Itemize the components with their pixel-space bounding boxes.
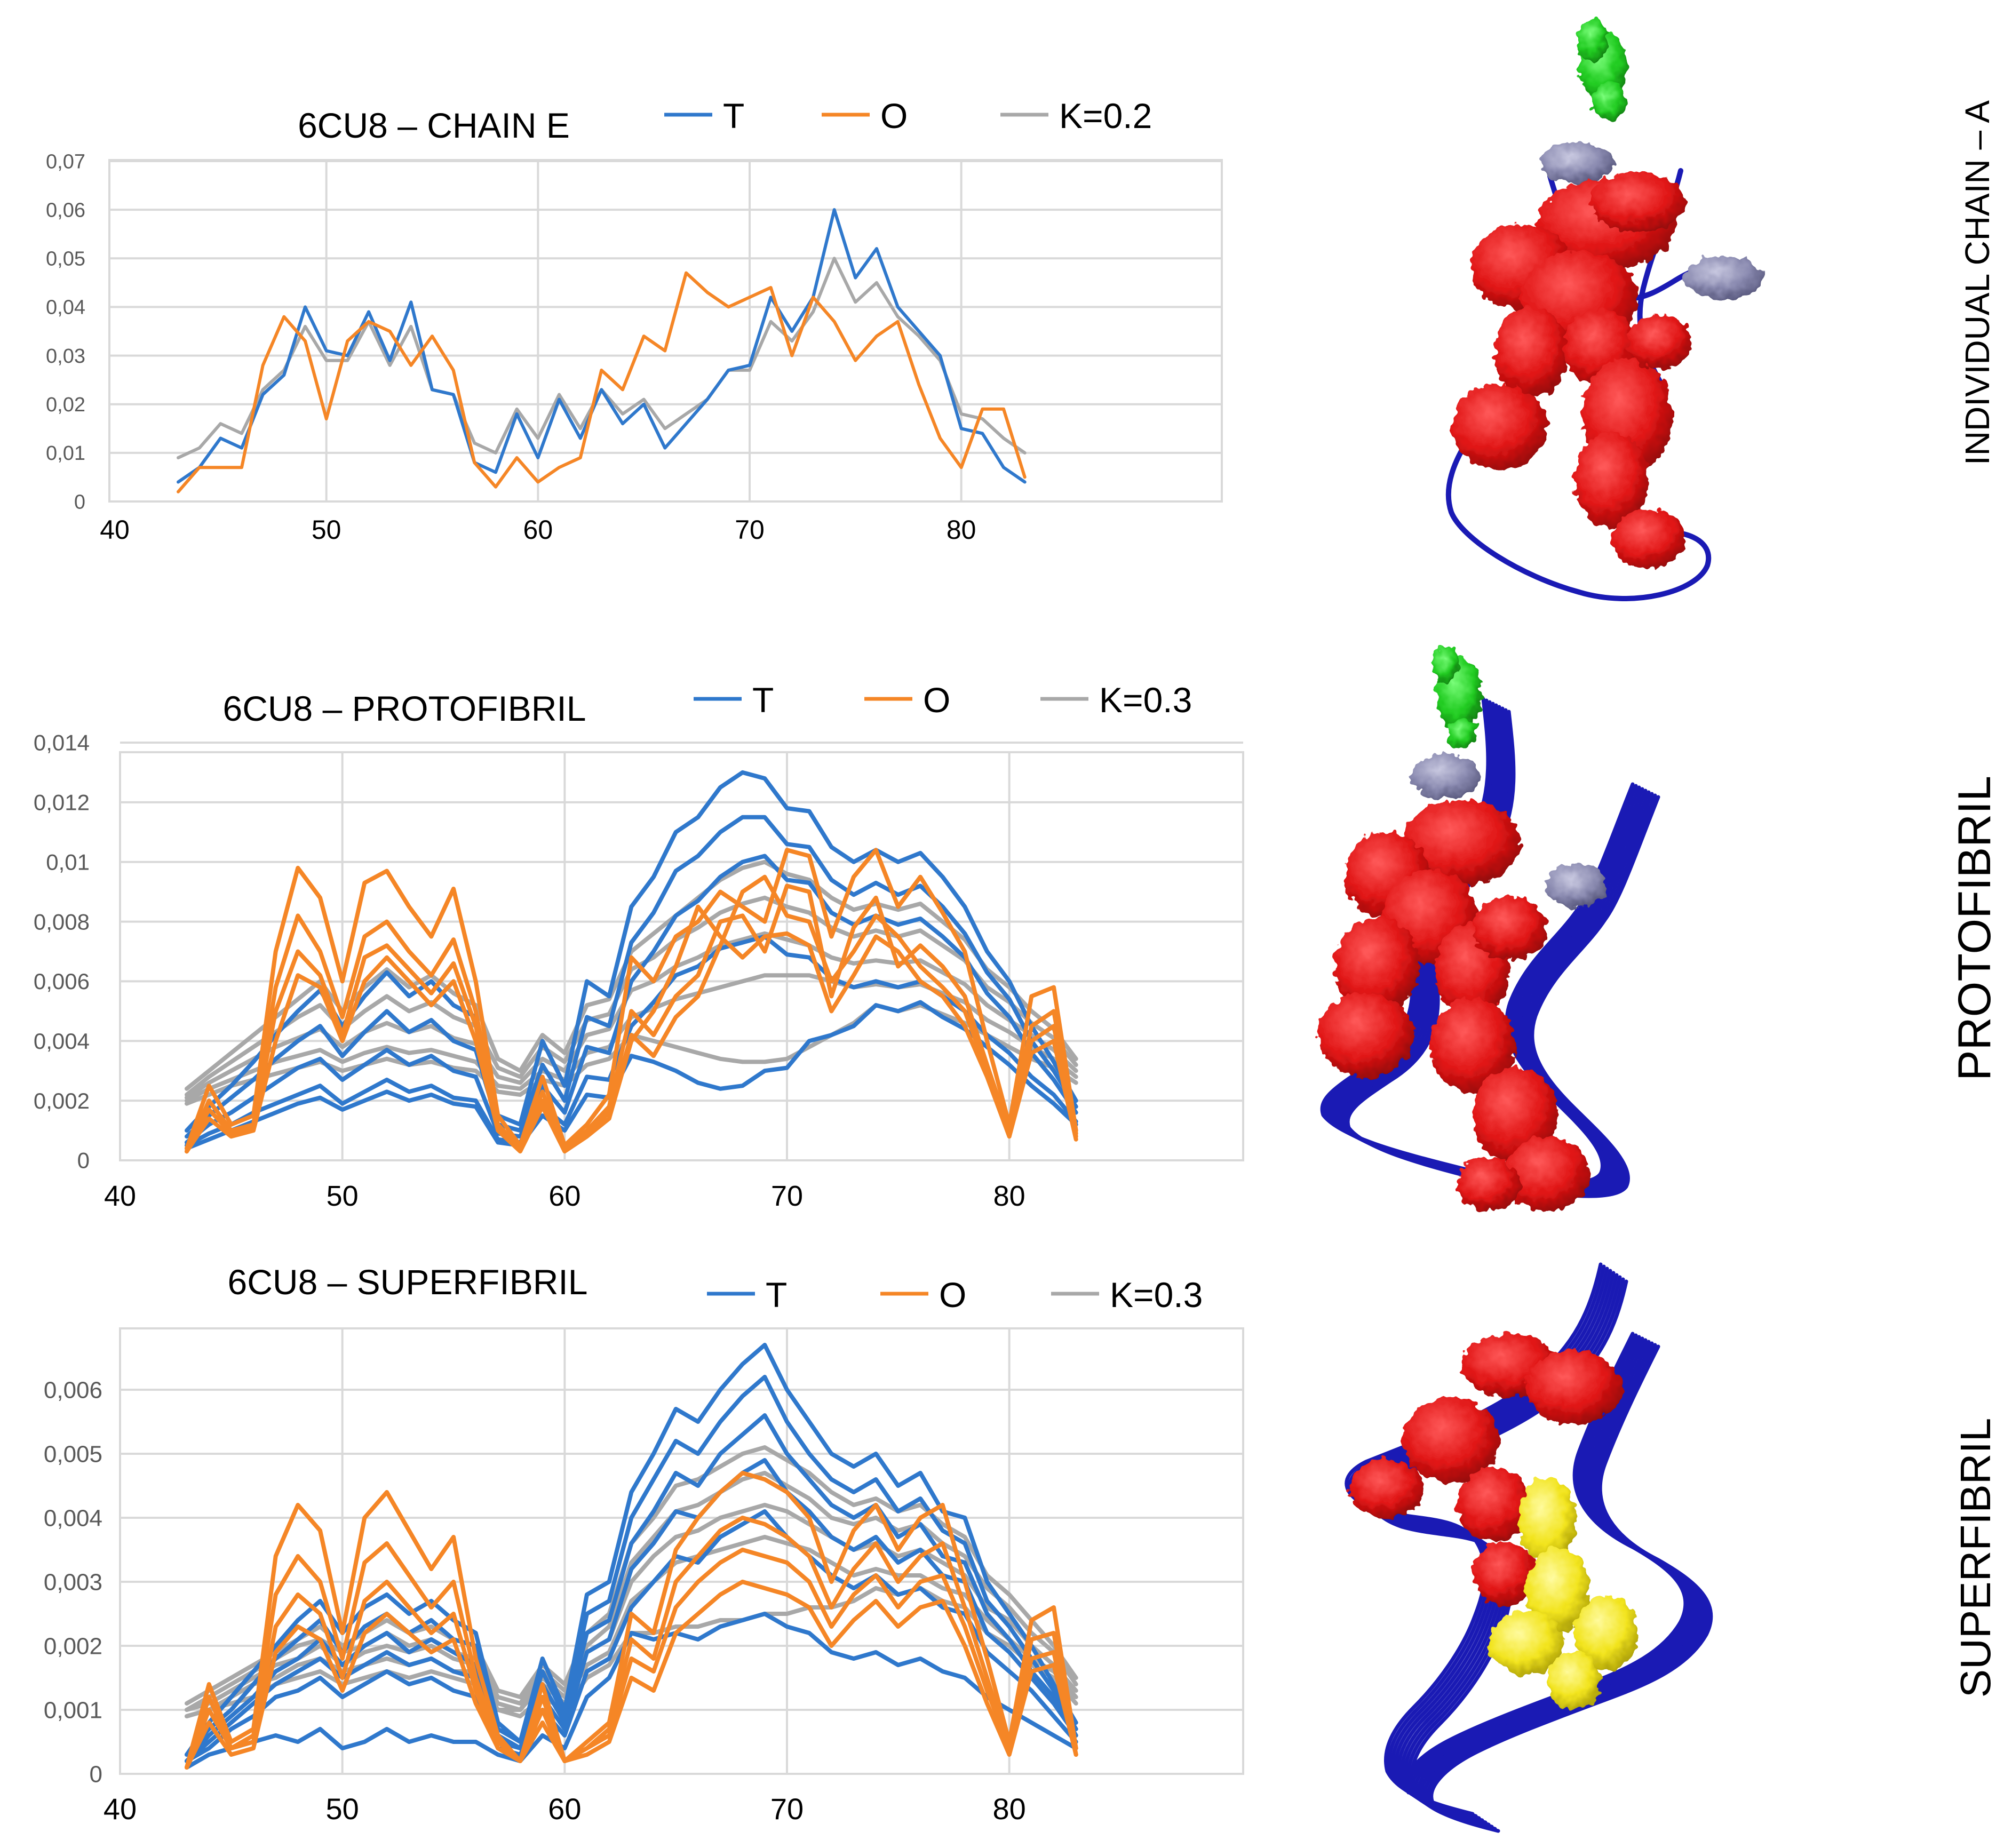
y-tick-label: 0,07 xyxy=(46,150,85,173)
y-tick-label: 0 xyxy=(74,491,85,513)
ribbon-strand xyxy=(1429,1344,1713,1807)
x-tick-label: 60 xyxy=(548,1792,581,1826)
y-tick-label: 0,01 xyxy=(46,442,85,465)
x-tick-label: 70 xyxy=(770,1792,804,1826)
x-tick-label: 60 xyxy=(548,1180,580,1212)
legend-label-K: K=0.3 xyxy=(1110,1275,1203,1315)
x-tick-label: 50 xyxy=(326,1792,359,1826)
x-tick-label: 60 xyxy=(523,515,553,545)
legend-label-T: T xyxy=(752,680,774,720)
ribbon-strand xyxy=(1410,1335,1694,1798)
legend-label-K: K=0.3 xyxy=(1099,680,1192,720)
y-tick-label: 0,001 xyxy=(44,1697,102,1723)
y-tick-label: 0,008 xyxy=(34,909,90,934)
y-tick-label: 0 xyxy=(77,1148,90,1173)
side-label-protofibril: PROTOFIBRIL xyxy=(1949,776,2000,1081)
series-line-O xyxy=(185,874,1078,1154)
series-line-O xyxy=(185,1516,1078,1770)
x-tick-label: 80 xyxy=(993,1180,1025,1212)
legend-label-O: O xyxy=(880,96,908,136)
superfibril-molecular-structure xyxy=(1345,1262,1713,1833)
ribbon-strand xyxy=(1423,1341,1707,1804)
y-tick-label: 0,006 xyxy=(44,1377,102,1403)
y-tick-label: 0,014 xyxy=(34,730,90,755)
ribbon-strand xyxy=(1404,1332,1688,1795)
series-line-O xyxy=(185,1580,1078,1770)
series-line-K xyxy=(185,931,1078,1100)
y-tick-label: 0 xyxy=(90,1761,102,1787)
y-tick-label: 0,002 xyxy=(34,1088,90,1113)
legend: T O K=0.3 xyxy=(694,680,1192,720)
ribbon-strand xyxy=(1407,1333,1691,1796)
x-tick-label: 70 xyxy=(771,1180,803,1212)
legend-label-K: K=0.2 xyxy=(1059,96,1152,136)
series-line-O xyxy=(185,904,1078,1154)
plot-frame xyxy=(119,751,1244,1161)
legend-label-T: T xyxy=(723,96,744,136)
side-label-superfibril: SUPERFIBRIL xyxy=(1952,1418,1999,1698)
ribbon-strand xyxy=(1417,1338,1700,1801)
legend: T O K=0.3 xyxy=(707,1275,1203,1315)
series-line-T xyxy=(185,1375,1078,1757)
protofibril-chart: 6CU8 – PROTOFIBRIL T O K=0.3 40 50 60 70 80 0 0,… xyxy=(34,680,1244,1212)
x-tick-label: 40 xyxy=(104,1792,137,1826)
y-tick-label: 0,06 xyxy=(46,199,85,221)
y-tick-label: 0,005 xyxy=(44,1441,102,1467)
y-tick-label: 0,002 xyxy=(44,1633,102,1659)
y-tick-label: 0,003 xyxy=(44,1569,102,1595)
series-line-T xyxy=(185,1343,1078,1757)
y-tick-label: 0,012 xyxy=(34,790,90,815)
series-line-O xyxy=(185,1471,1078,1770)
chart-title: 6CU8 – CHAIN E xyxy=(298,106,570,145)
x-tick-label: 40 xyxy=(100,515,130,545)
series-line-O xyxy=(185,883,1078,1154)
x-tick-label: 50 xyxy=(327,1180,359,1212)
series-line-O xyxy=(185,1548,1078,1770)
x-tick-label: 50 xyxy=(312,515,341,545)
side-label-chain: INDIVIDUAL CHAIN – A xyxy=(1958,100,1997,465)
legend-label-O: O xyxy=(923,680,950,720)
series-line-T xyxy=(185,1612,1078,1770)
y-tick-label: 0,02 xyxy=(46,394,85,416)
series-line-O xyxy=(177,271,1027,493)
y-tick-label: 0,004 xyxy=(44,1505,102,1531)
x-tick-label: 80 xyxy=(947,515,976,545)
ribbon-strand xyxy=(1426,1343,1710,1806)
superfibril-chart: 6CU8 – SUPERFIBRIL T O K=0.3 40 50 60 70 80 0 0,… xyxy=(44,1262,1244,1826)
chain-e-chart: 6CU8 – CHAIN E T O K=0.2 40 50 60 70 80 0 0,01 0,… xyxy=(46,96,1223,545)
y-tick-label: 0,05 xyxy=(46,248,85,270)
series-line-T xyxy=(185,1000,1078,1151)
series-line-O xyxy=(185,848,1078,1151)
chain-a-molecular-structure xyxy=(1445,19,1763,601)
ribbon-strand xyxy=(1420,1340,1704,1803)
series-line-T xyxy=(185,854,1078,1145)
plot-frame xyxy=(119,1327,1244,1775)
chart-title: 6CU8 – SUPERFIBRIL xyxy=(228,1262,588,1302)
series-line-T xyxy=(185,1509,1078,1763)
y-tick-label: 0,01 xyxy=(46,849,90,874)
x-tick-label: 40 xyxy=(104,1180,136,1212)
series-line-K xyxy=(185,1471,1078,1712)
y-tick-label: 0,004 xyxy=(34,1029,90,1054)
series-line-T xyxy=(177,208,1027,484)
chart-title: 6CU8 – PROTOFIBRIL xyxy=(223,689,586,728)
series-line-K xyxy=(177,257,1027,459)
x-tick-label: 80 xyxy=(993,1792,1026,1826)
y-tick-label: 0,03 xyxy=(46,345,85,368)
y-tick-label: 0,04 xyxy=(46,297,85,319)
legend-label-O: O xyxy=(939,1275,966,1315)
legend: T O K=0.2 xyxy=(664,96,1152,136)
y-tick-label: 0,006 xyxy=(34,969,90,994)
ribbon-strand xyxy=(1413,1336,1697,1799)
protofibril-molecular-structure xyxy=(1318,646,1660,1211)
x-tick-label: 70 xyxy=(735,515,765,545)
ribbon-strand xyxy=(1370,1279,1628,1833)
legend-label-T: T xyxy=(766,1275,787,1315)
